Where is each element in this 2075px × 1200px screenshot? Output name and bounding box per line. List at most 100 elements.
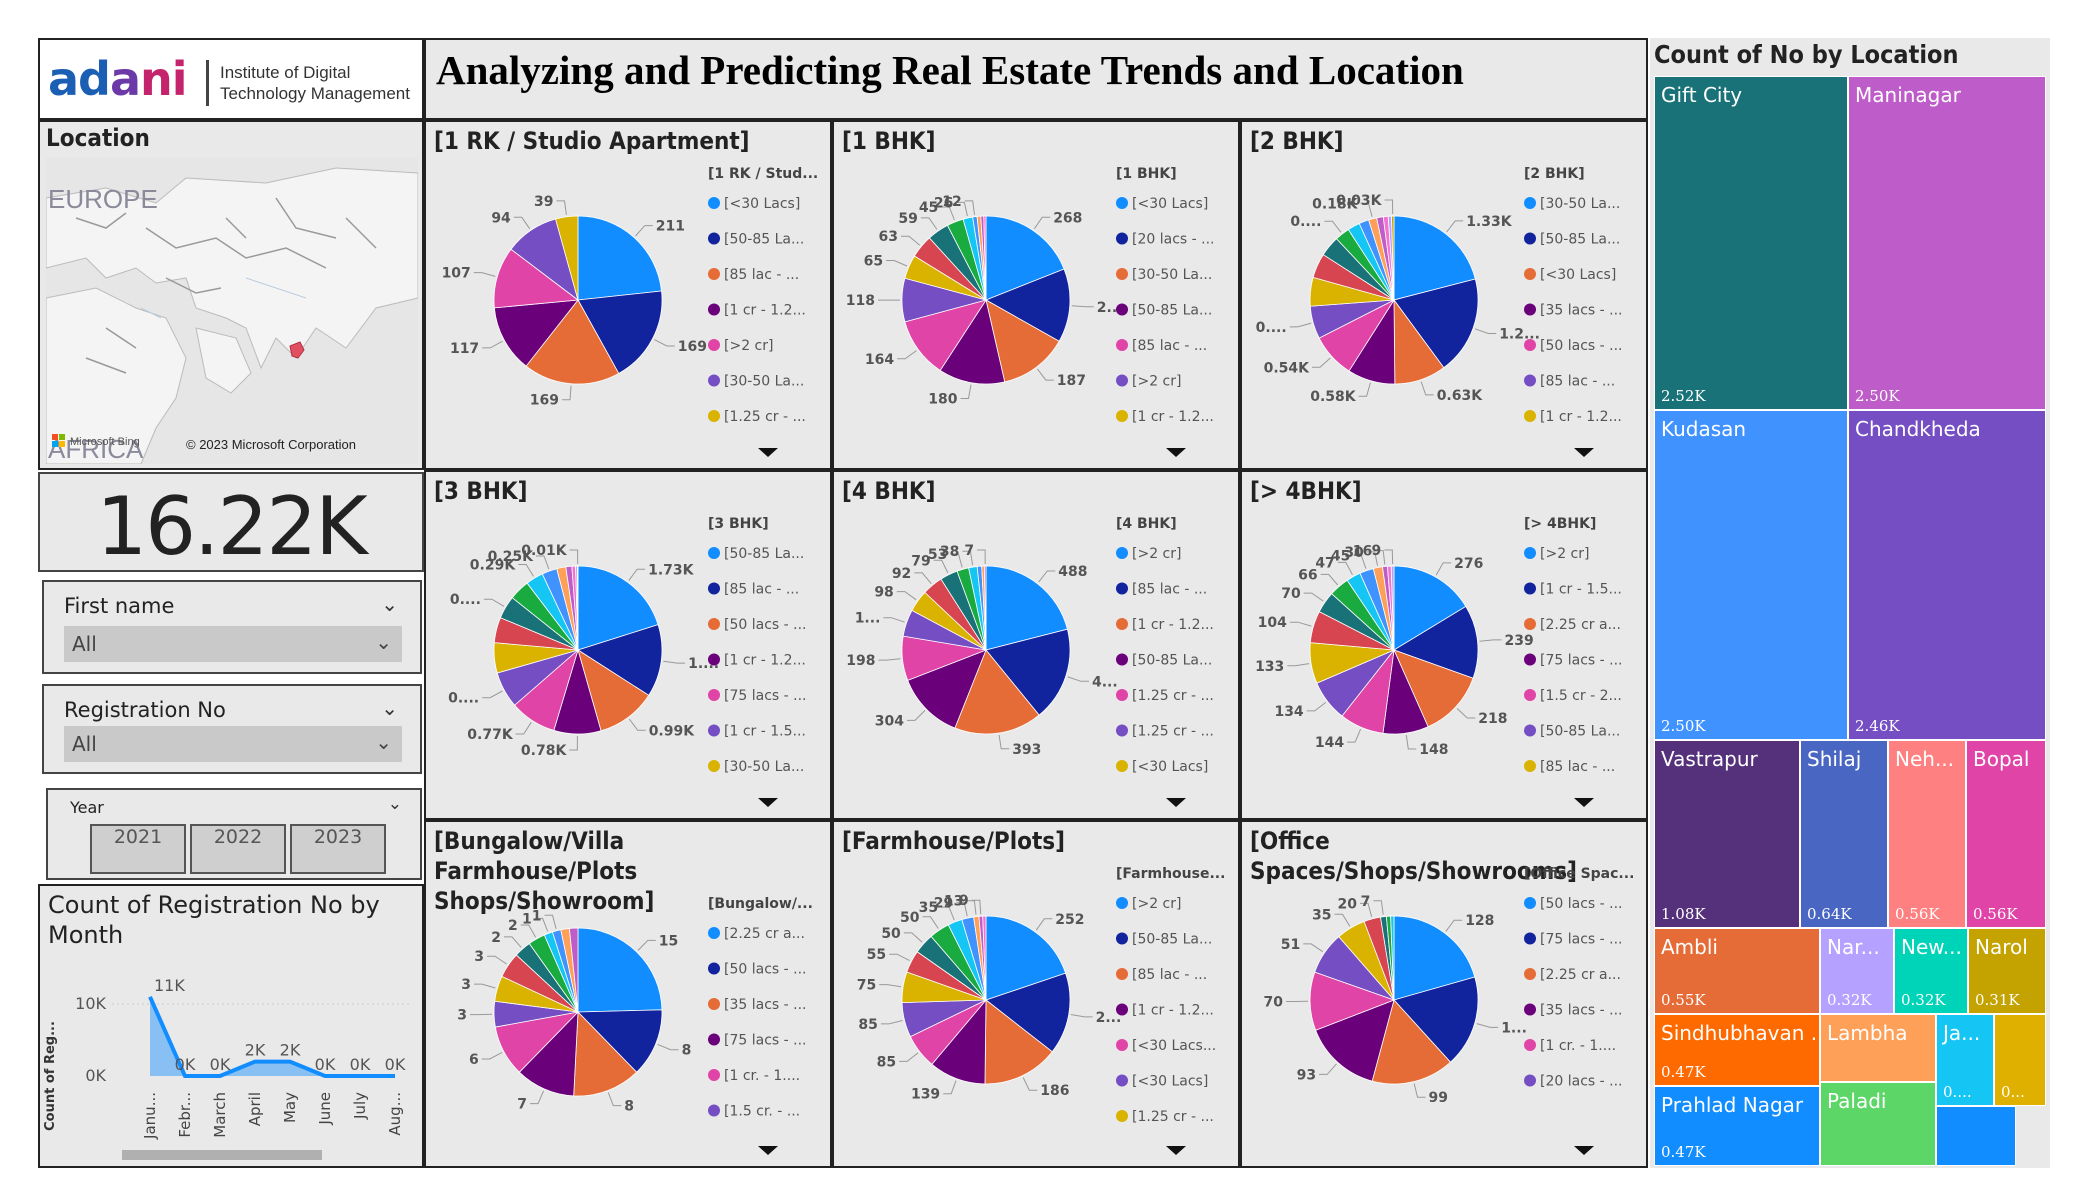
first-name-dropdown[interactable]: All ⌄ xyxy=(64,626,402,662)
pie-slice[interactable] xyxy=(939,298,1006,385)
treemap-cell[interactable]: Kudasan 2.50K xyxy=(1654,410,1848,740)
legend-item[interactable]: [75 lacs - ... xyxy=(724,688,807,704)
line-chart-scrollbar[interactable] xyxy=(122,1150,322,1160)
legend-item[interactable]: [85 lac - ... xyxy=(724,582,799,598)
legend-item[interactable]: [20 lacs - ... xyxy=(1132,232,1215,248)
pie-slice[interactable] xyxy=(573,1011,638,1097)
legend-item[interactable]: [20 lacs - ... xyxy=(1540,1074,1623,1090)
legend-scroll-down-icon[interactable] xyxy=(1166,798,1186,807)
legend-item[interactable]: [50-85 La... xyxy=(1540,724,1620,740)
treemap-cell[interactable] xyxy=(1936,1106,2016,1166)
treemap-cell[interactable]: Prahlad Nagar 0.47K xyxy=(1654,1086,1820,1166)
legend-item[interactable]: [<30 Lacs] xyxy=(1540,267,1616,283)
chevron-down-icon[interactable]: ⌄ xyxy=(375,630,392,654)
legend-item[interactable]: [85 lac - ... xyxy=(1540,759,1615,775)
treemap-cell[interactable]: Vastrapur 1.08K xyxy=(1654,740,1800,928)
pie-slice[interactable] xyxy=(904,299,987,371)
pie-slice[interactable] xyxy=(1390,915,1395,1001)
legend-item[interactable]: [50-85 La... xyxy=(1540,232,1620,248)
legend-item[interactable]: [35 lacs - ... xyxy=(724,997,807,1013)
treemap-cell[interactable]: Narol 0.31K xyxy=(1968,928,2046,1014)
pie-chart-4[interactable]: [3 BHK] 1.73K 1.... 0.99K 0.78K 0.77K 0.... 0..… xyxy=(424,470,832,820)
legend-item[interactable]: [50 lacs - ... xyxy=(1540,896,1623,912)
pie-slice[interactable] xyxy=(1390,565,1395,651)
legend-scroll-down-icon[interactable] xyxy=(1574,448,1594,457)
pie-slice[interactable] xyxy=(985,565,1068,651)
map-visual[interactable]: EUROPE AFRICA Microsoft Bing © 2023 Micr… xyxy=(46,158,418,464)
pie-slice[interactable] xyxy=(954,649,1040,735)
pie-chart-2[interactable]: [1 BHK] 268 2... 187 180 164 118 65 63 59 45 26 12 [1… xyxy=(832,120,1240,470)
pie-slice[interactable] xyxy=(577,565,659,651)
treemap-cell[interactable]: Sindhubhavan ... 0.47K xyxy=(1654,1014,1820,1086)
pie-slice[interactable] xyxy=(1371,999,1452,1085)
registration-slicer[interactable]: Registration No ⌄ All ⌄ xyxy=(42,684,422,774)
legend-item[interactable]: [35 lacs - ... xyxy=(1540,303,1623,319)
pie-chart-9[interactable]: [Office Spaces/Shops/Showrooms] 128 1... 99… xyxy=(1240,820,1648,1168)
pie-slice[interactable] xyxy=(576,565,579,651)
pie-chart-svg[interactable]: 211 169 169 117 107 94 39 [1 RK / Stud... [<30 L… xyxy=(426,122,830,468)
year-2023-button[interactable]: 2023 xyxy=(290,824,386,874)
year-2022-button[interactable]: 2022 xyxy=(190,824,286,874)
pie-slice[interactable] xyxy=(985,215,1065,301)
pie-chart-5[interactable]: [4 BHK] 488 4... 393 304 198 1... 98 92 79 53 38 7 [4… xyxy=(832,470,1240,820)
legend-item[interactable]: [50-85 La... xyxy=(1132,653,1212,669)
legend-item[interactable]: [30-50 La... xyxy=(1132,267,1212,283)
legend-item[interactable]: [35 lacs - ... xyxy=(1540,1003,1623,1019)
pie-slice[interactable] xyxy=(985,915,1067,1001)
treemap-cell[interactable]: Ja... 0.... xyxy=(1936,1014,1994,1106)
legend-scroll-down-icon[interactable] xyxy=(758,1146,778,1155)
legend-scroll-down-icon[interactable] xyxy=(1166,448,1186,457)
pie-slice[interactable] xyxy=(568,927,579,1013)
pie-slice[interactable] xyxy=(985,299,1060,383)
legend-item[interactable]: [75 lacs - ... xyxy=(1540,653,1623,669)
pie-slice[interactable] xyxy=(1393,649,1474,728)
legend-item[interactable]: [>2 cr] xyxy=(724,338,773,354)
year-slicer[interactable]: Year ⌄ 2021 2022 2023 xyxy=(46,788,422,880)
pie-chart-svg[interactable]: 128 1... 99 93 70 51 35 20 7 [Office Spac... [50 l… xyxy=(1242,822,1646,1166)
pie-chart-6[interactable]: [> 4BHK] 276 239 218 148 144 134 133 104 70 66 47 45… xyxy=(1240,470,1648,820)
pie-chart-8[interactable]: [Farmhouse/Plots] 252 2... 186 139 85 85 75 55 50… xyxy=(832,820,1240,1168)
legend-item[interactable]: [30-50 La... xyxy=(724,374,804,390)
treemap-cell[interactable]: Paladi xyxy=(1820,1082,1936,1166)
pie-slice[interactable] xyxy=(1393,915,1476,1001)
pie-slice[interactable] xyxy=(1393,976,1479,1063)
chevron-down-icon[interactable]: ⌄ xyxy=(381,592,398,616)
pie-slice[interactable] xyxy=(525,299,620,385)
legend-item[interactable]: [50-85 La... xyxy=(724,546,804,562)
legend-item[interactable]: [1 cr. - 1.... xyxy=(1540,1038,1616,1054)
legend-scroll-down-icon[interactable] xyxy=(1166,1146,1186,1155)
pie-slice[interactable] xyxy=(577,927,663,1013)
legend-item[interactable]: [2.25 cr a... xyxy=(724,926,805,942)
legend-item[interactable]: [1 cr - 1.2... xyxy=(1132,409,1214,425)
legend-item[interactable]: [1.25 cr - ... xyxy=(1132,688,1214,704)
treemap-cell[interactable]: Shilaj 0.64K xyxy=(1800,740,1888,928)
legend-item[interactable]: [1 cr - 1.2... xyxy=(1132,1003,1214,1019)
legend-item[interactable]: [50 lacs - ... xyxy=(1540,338,1623,354)
treemap-cell[interactable]: Nar... 0.32K xyxy=(1820,928,1894,1014)
chevron-down-icon[interactable]: ⌄ xyxy=(381,696,398,720)
legend-item[interactable]: [1 cr - 1.2... xyxy=(1540,409,1622,425)
legend-item[interactable]: [>2 cr] xyxy=(1132,546,1181,562)
legend-item[interactable]: [50 lacs - ... xyxy=(724,617,807,633)
pie-chart-svg[interactable]: 1.33K 1.2... 0.63K 0.58K 0.54K 0.... 0.... 0.18… xyxy=(1242,122,1646,468)
line-chart-series[interactable] xyxy=(148,995,395,1078)
pie-slice[interactable] xyxy=(1393,215,1476,301)
legend-item[interactable]: [<30 Lacs] xyxy=(724,196,800,212)
legend-item[interactable]: [1 cr - 1.2... xyxy=(724,653,806,669)
legend-item[interactable]: [>2 cr] xyxy=(1540,546,1589,562)
legend-item[interactable]: [1 cr - 1.2... xyxy=(1132,617,1214,633)
legend-item[interactable]: [50 lacs - ... xyxy=(724,962,807,978)
legend-item[interactable]: [85 lac - ... xyxy=(1132,967,1207,983)
pie-chart-7[interactable]: [Bungalow/Villa Farmhouse/Plots Shops/Sh… xyxy=(424,820,832,1168)
legend-item[interactable]: [1.25 cr - ... xyxy=(1132,724,1214,740)
chevron-down-icon[interactable]: ⌄ xyxy=(387,794,402,814)
pie-slice[interactable] xyxy=(1391,215,1395,301)
legend-item[interactable]: [1.5 cr - 2... xyxy=(1540,688,1622,704)
legend-item[interactable]: [75 lacs - ... xyxy=(724,1033,807,1049)
legend-item[interactable]: [1 cr. - 1.... xyxy=(724,1068,800,1084)
legend-scroll-down-icon[interactable] xyxy=(758,448,778,457)
pie-slice[interactable] xyxy=(493,299,579,367)
